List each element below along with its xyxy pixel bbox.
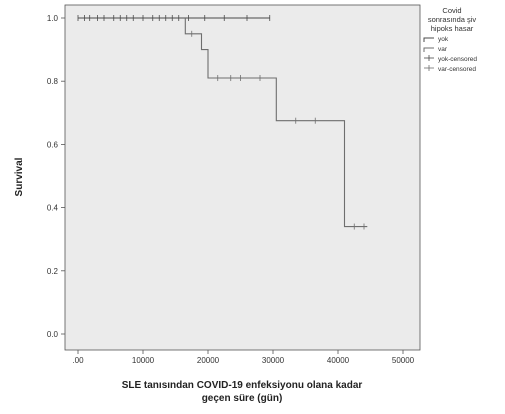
x-tick-label: 40000 <box>327 356 350 365</box>
legend-label-var-censored: var-censored <box>438 66 476 73</box>
x-tick-label: .00 <box>72 356 84 365</box>
legend-label-var: var <box>438 46 448 53</box>
legend-title-line-2: sonrasında şiv <box>428 15 477 24</box>
y-tick-label: 1.0 <box>47 14 59 23</box>
y-tick-label: 0.4 <box>47 204 59 213</box>
legend-swatch-yok <box>423 37 434 42</box>
x-tick-label: 30000 <box>262 356 285 365</box>
legend: Covid sonrasında şiv hipoks hasar yok va… <box>423 6 477 73</box>
series-line-var <box>184 18 368 228</box>
x-tick-label: 50000 <box>392 356 415 365</box>
legend-swatch-var <box>423 47 434 52</box>
legend-title-line-1: Covid <box>442 6 461 15</box>
y-axis-title: Survival <box>14 157 25 196</box>
legend-label-yok: yok <box>438 36 449 43</box>
y-tick-label: 0.6 <box>47 140 59 149</box>
y-tick-label: 0.2 <box>47 267 59 276</box>
x-axis: .00 10000 20000 30000 40000 50000 <box>72 350 415 365</box>
x-tick-label: 10000 <box>132 356 155 365</box>
x-axis-title-line-2: geçen süre (gün) <box>202 393 283 404</box>
plot-area <box>64 4 421 351</box>
legend-title-line-3: hipoks hasar <box>431 24 474 33</box>
series-layer <box>77 15 368 230</box>
x-tick-label: 20000 <box>197 356 220 365</box>
legend-label-yok-censored: yok-censored <box>438 56 477 63</box>
y-axis: 0.0 0.2 0.4 0.6 0.8 1.0 <box>47 14 65 339</box>
y-tick-label: 0.0 <box>47 330 59 339</box>
x-axis-title-line-1: SLE tanısından COVID-19 enfeksiyonu olan… <box>122 380 363 391</box>
y-tick-label: 0.8 <box>47 77 59 86</box>
